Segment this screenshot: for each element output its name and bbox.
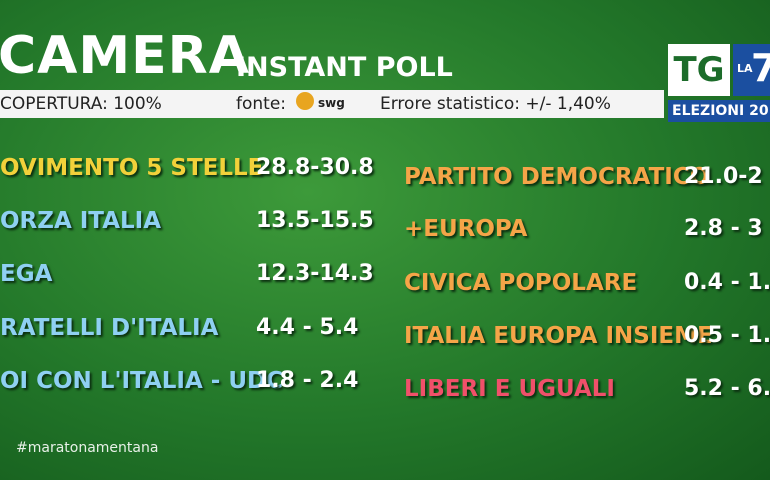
source-label: fonte: (236, 94, 287, 114)
party-name: ITALIA EUROPA INSIEME (404, 323, 713, 349)
source-icon (296, 92, 314, 110)
title: CAMERA (0, 26, 250, 86)
range: 4.4 - 5.4 (256, 315, 359, 340)
party-name: CIVICA POPOLARE (404, 270, 638, 296)
source: swg (318, 96, 345, 110)
range: 28.8-30.8 (256, 155, 374, 180)
banner: ELEZIONI 201 (668, 100, 770, 122)
error: Errore statistico: +/- 1,40% (380, 94, 611, 114)
info-bar: COPERTURA: 100% fonte: swg Errore statis… (0, 90, 664, 118)
range: 13.5-15.5 (256, 208, 374, 233)
range: 2.8 - 3 (684, 216, 763, 241)
party-name: LIBERI E UGUALI (404, 376, 615, 402)
party-name: EGA (0, 261, 53, 287)
range: 5.2 - 6.2 (684, 376, 770, 401)
range: 12.3-14.3 (256, 261, 374, 286)
logo-seven: 7 (751, 46, 770, 90)
range: 21.0-2 (684, 164, 763, 189)
logo-tg: TG (668, 44, 730, 96)
coverage: COPERTURA: 100% (0, 94, 162, 114)
range: 1.8 - 2.4 (256, 368, 359, 393)
party-name: +EUROPA (404, 216, 528, 242)
range: 0.4 - 1. (684, 270, 770, 295)
logo-la: LA (737, 62, 753, 75)
hashtag: #maratonamentana (16, 440, 159, 456)
party-name: OI CON L'ITALIA - UDC (0, 368, 283, 394)
party-name: ORZA ITALIA (0, 208, 162, 234)
logo-la7: LA 7 (733, 44, 770, 96)
subtitle: INSTANT POLL (236, 52, 453, 83)
party-name: RATELLI D'ITALIA (0, 315, 219, 341)
party-name: OVIMENTO 5 STELLE (0, 155, 264, 181)
range: 0.5 - 1. (684, 323, 770, 348)
party-name: PARTITO DEMOCRATICO (404, 164, 710, 190)
